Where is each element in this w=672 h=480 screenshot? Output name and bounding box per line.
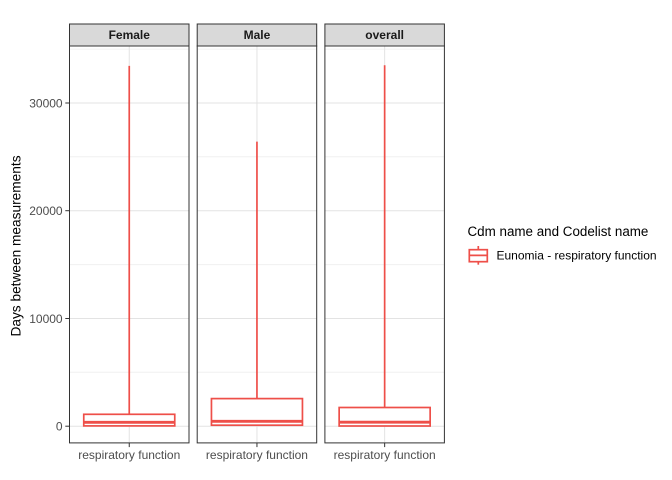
svg-text:respiratory function: respiratory function — [334, 448, 436, 462]
svg-text:10000: 10000 — [29, 312, 63, 326]
svg-text:30000: 30000 — [29, 96, 63, 110]
svg-text:0: 0 — [56, 420, 63, 434]
svg-text:Female: Female — [109, 28, 151, 42]
svg-text:Cdm name and Codelist name: Cdm name and Codelist name — [468, 224, 649, 239]
svg-text:respiratory function: respiratory function — [78, 448, 180, 462]
svg-text:20000: 20000 — [29, 204, 63, 218]
svg-text:Days between measurements: Days between measurements — [9, 155, 24, 336]
svg-text:Eunomia - respiratory function: Eunomia - respiratory function — [497, 249, 657, 263]
svg-text:overall: overall — [365, 28, 404, 42]
svg-text:Male: Male — [244, 28, 271, 42]
svg-text:respiratory function: respiratory function — [206, 448, 308, 462]
